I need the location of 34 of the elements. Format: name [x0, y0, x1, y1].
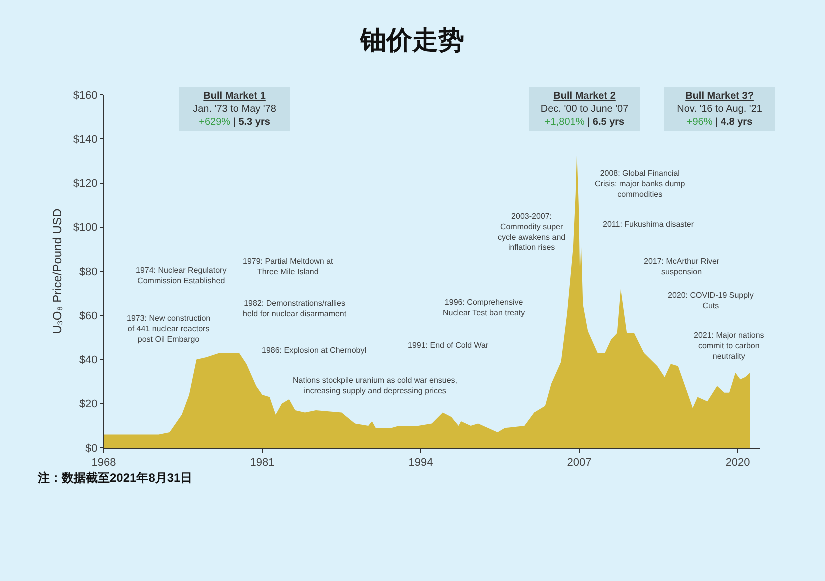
annotation: 1982: Demonstrations/rallies held for nuclear disarmament: [243, 299, 348, 318]
annotation: 2021: Major nations commit to carbon neutrality: [694, 331, 764, 361]
annotation: 1986: Explosion at Chernobyl: [262, 346, 367, 355]
x-tick-label: 2007: [567, 457, 592, 470]
y-tick-label: $40: [79, 354, 98, 367]
annotation: 2017: McArthur River suspension: [644, 257, 720, 276]
y-tick-label: $140: [73, 134, 98, 146]
annotation: 1973: New construction of 441 nuclear reactors post Oil Embargo: [127, 314, 211, 344]
annotation: 1991: End of Cold War: [408, 341, 489, 350]
annotation: 2008: Global Financial Crisis; major banks dump commodities: [595, 169, 686, 199]
y-tick-label: $100: [73, 222, 98, 234]
y-tick-label: $160: [73, 90, 98, 102]
y-tick-label: $0: [86, 442, 98, 455]
x-tick-label: 1981: [250, 457, 275, 470]
annotation: 2011: Fukushima disaster: [603, 220, 694, 229]
annotation: 2020: COVID-19 Supply Cuts: [668, 291, 754, 310]
y-tick-label: $60: [79, 310, 98, 322]
x-tick-label: 2020: [726, 457, 750, 470]
annotation: 2003-2007: Commodity super cycle awakens and inflation rises: [498, 212, 566, 252]
y-tick-label: $80: [79, 266, 98, 278]
annotation: 1996: Comprehensive Nuclear Test ban treaty: [443, 298, 526, 318]
y-tick-label: $120: [73, 178, 98, 190]
x-tick-label: 1968: [92, 457, 116, 470]
annotation: Bull Market 2 Dec. '00 to June '07 +1,801% | 6.5 yrs: [540, 91, 630, 128]
annotation: Bull Market 3? Nov. '16 to Aug. '21 +96% | 4.8 yrs: [677, 91, 763, 128]
text: 注：数据截至2021年8月31日: [37, 471, 193, 485]
annotation: 1979: Partial Meltdown at Three Mile Island: [243, 257, 334, 276]
annotation: Nations stockpile uranium as cold war ensues, increasing supply and depressing prices: [293, 376, 458, 396]
y-tick-label: $20: [79, 398, 98, 411]
annotation: Bull Market 1 Jan. '73 to May '78 +629% | 5.3 yrs: [193, 91, 277, 128]
x-tick-label: 1994: [408, 457, 434, 470]
annotation: 1974: Nuclear Regulatory Commission Established: [136, 266, 227, 286]
chart-title: 铀价走势: [360, 25, 464, 56]
y-axis-title: U₃O₈ Price/Pound USD: [50, 208, 65, 334]
